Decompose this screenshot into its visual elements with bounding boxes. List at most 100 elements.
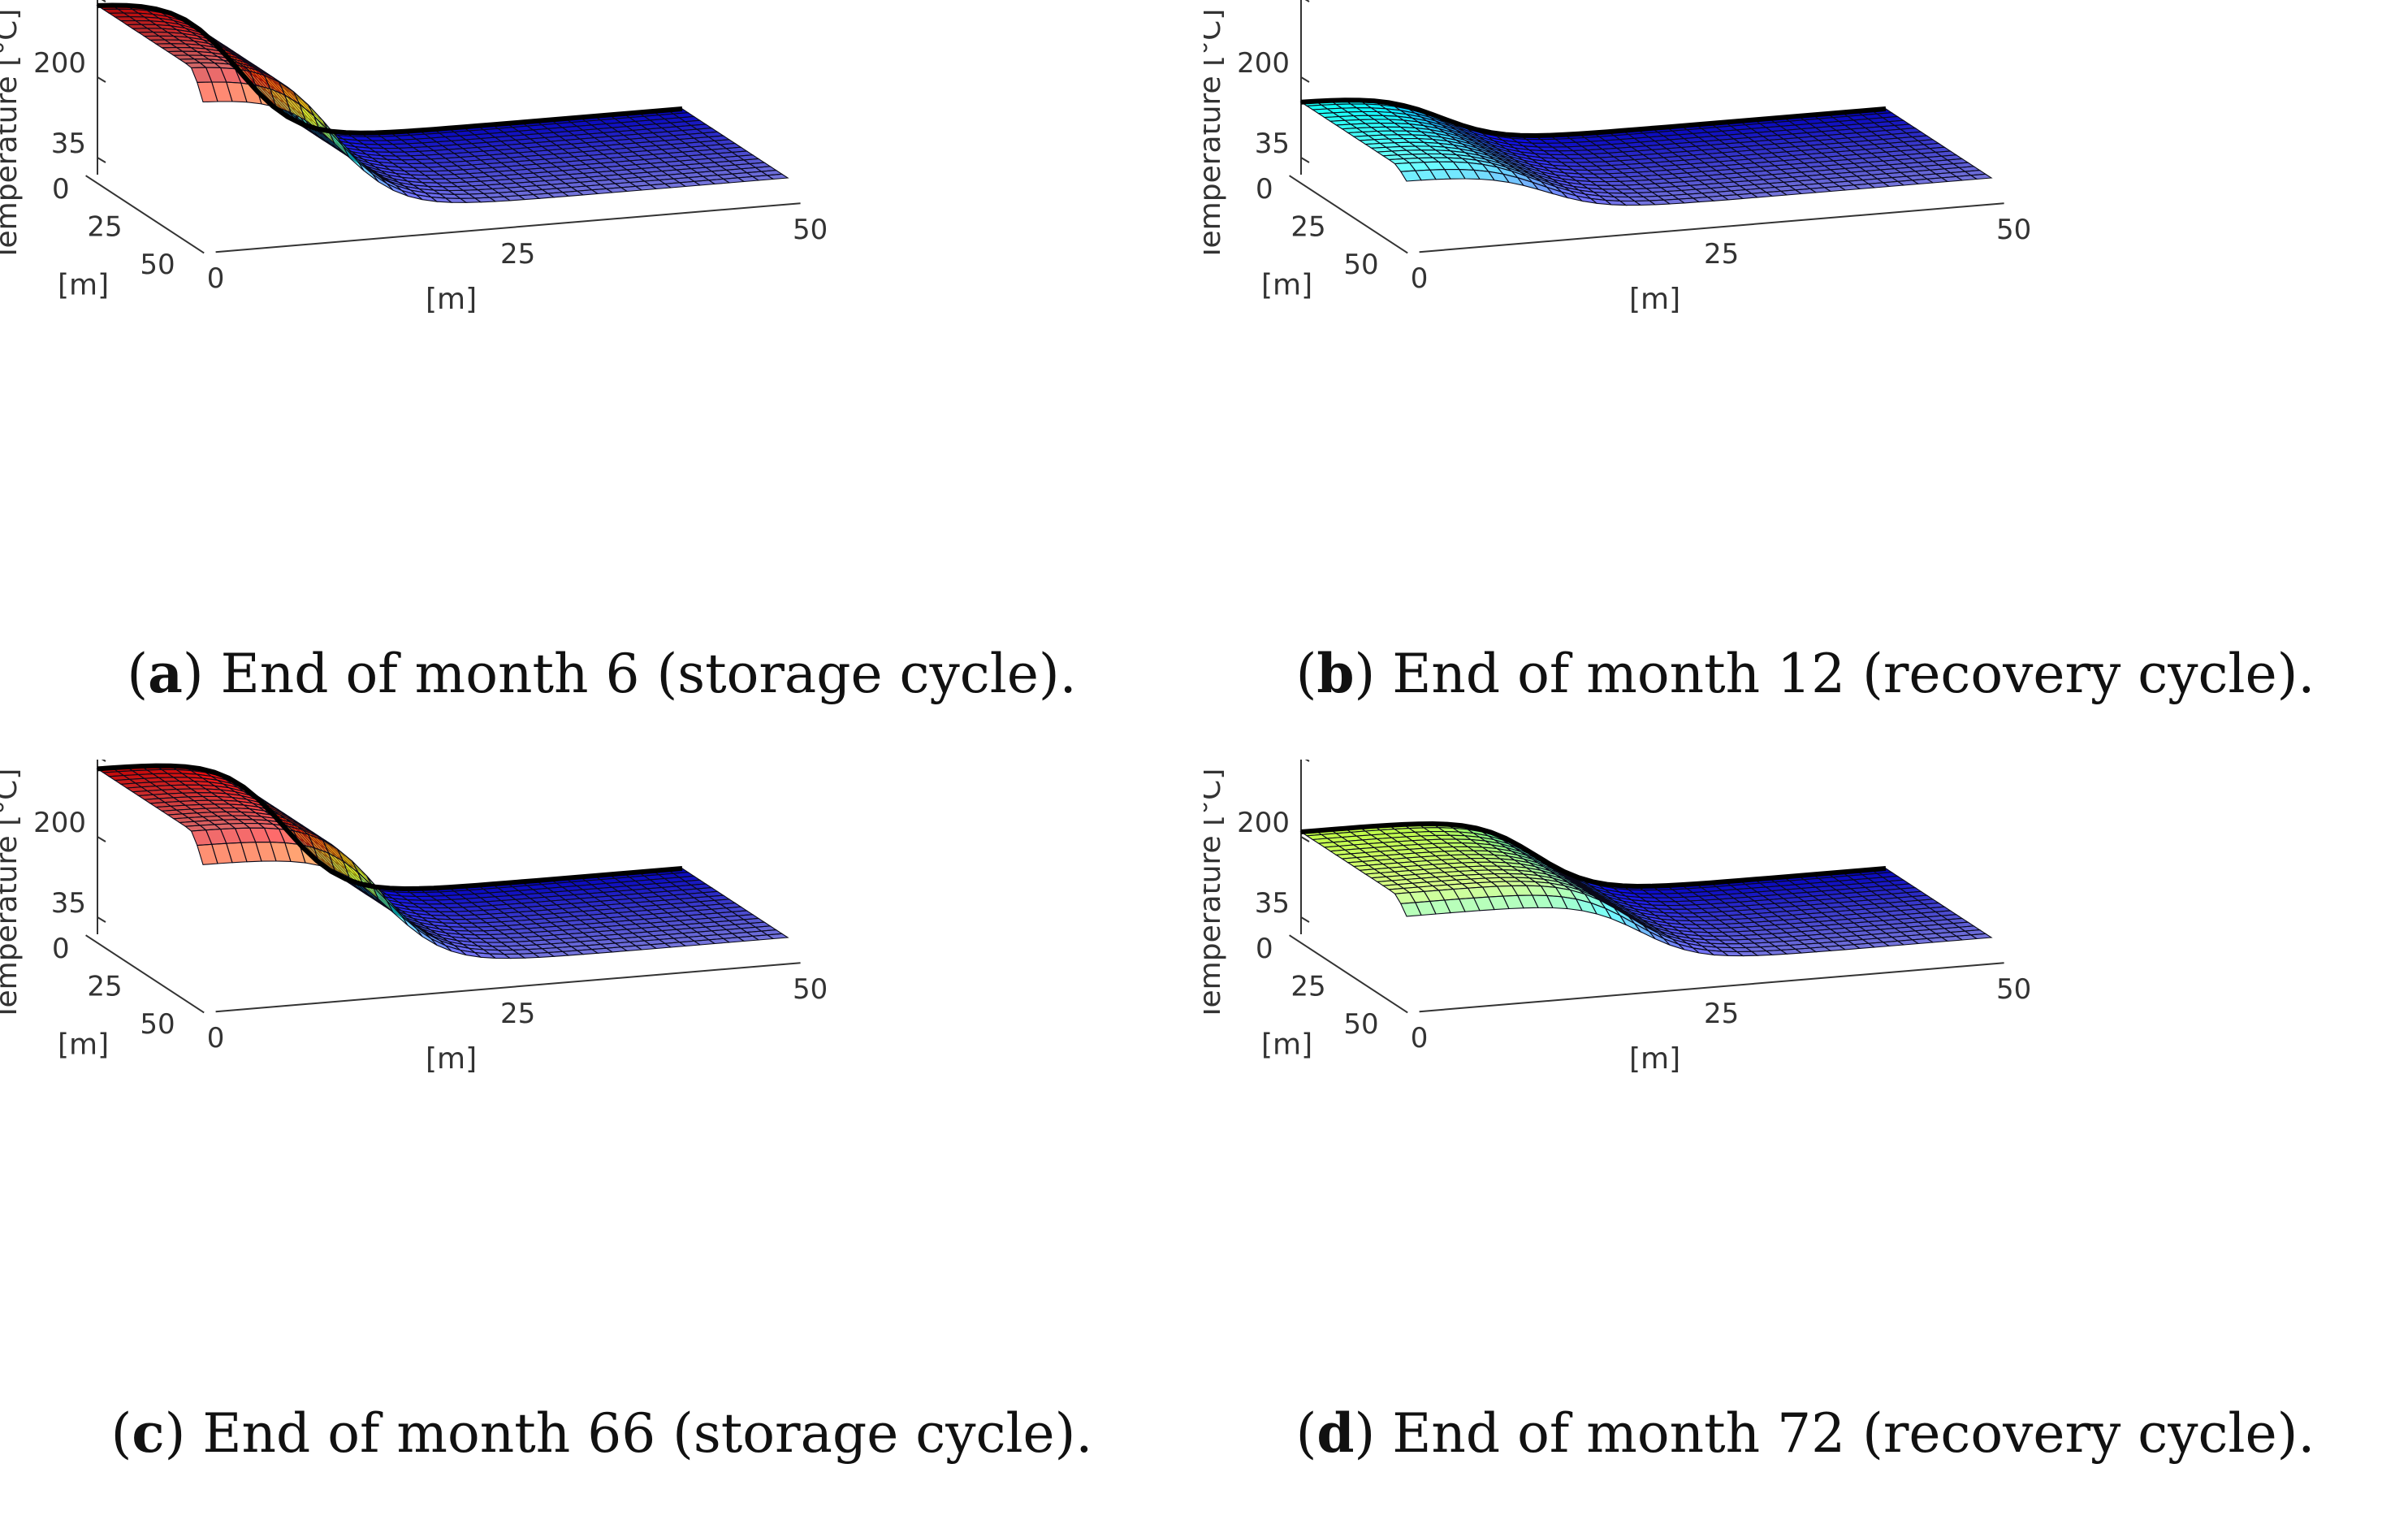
z-tick-mark: [1300, 836, 1310, 842]
z-tick-label: 200: [33, 47, 86, 80]
x-tick-label: 50: [793, 973, 828, 1006]
z-tick-label: 200: [33, 807, 86, 839]
surface-cell: [766, 173, 789, 180]
z-axis-label: Temperature [°C]: [1204, 9, 1227, 262]
surface-mesh: [1299, 97, 1993, 206]
surface-cell: [1969, 173, 1993, 180]
surface-mesh: [1299, 821, 1993, 957]
y-axis-line: [1289, 175, 1408, 254]
caption-text: End of month 6 (storage cycle).: [220, 643, 1077, 705]
caption-b: (b) End of month 12 (recovery cycle).: [1295, 642, 2315, 705]
y-axis-line: [1289, 934, 1408, 1014]
y-tick-label: 0: [1256, 173, 1273, 206]
surface-plot-d: 365200350255002550Temperature [°C][m][m]: [1204, 760, 2031, 1076]
z-tick-label: 200: [1237, 807, 1290, 839]
caption-letter: b: [1316, 642, 1355, 705]
y-tick-label: 25: [1290, 971, 1325, 1003]
z-tick-mark: [1300, 76, 1310, 83]
x-tick-label: 25: [1704, 238, 1739, 271]
y-axis-label: [m]: [1261, 269, 1312, 302]
surface-mesh: [96, 763, 789, 959]
surface-plot-c: 365200350255002550Temperature [°C][m][m]: [0, 760, 828, 1076]
y-tick-label: 50: [140, 1008, 175, 1041]
x-tick-label: 50: [793, 214, 828, 246]
x-tick-label: 25: [500, 238, 535, 271]
z-tick-label: 35: [51, 128, 86, 160]
y-tick-label: 25: [87, 211, 122, 244]
z-tick-label: 35: [1255, 887, 1290, 920]
y-tick-label: 0: [52, 933, 70, 965]
z-tick-mark: [97, 76, 106, 83]
axes: [1289, 0, 2004, 254]
x-axis-line: [1419, 962, 2004, 1013]
x-tick-label: 0: [1411, 262, 1429, 295]
caption-letter: d: [1316, 1401, 1355, 1465]
axes: [1289, 760, 2004, 1014]
y-axis-label: [m]: [1261, 1028, 1312, 1062]
surface-back-edge: [97, 763, 683, 892]
axes: [85, 0, 801, 254]
x-axis-label: [m]: [426, 1042, 477, 1076]
x-tick-label: 50: [1996, 214, 2031, 246]
surface-back-edge: [97, 2, 683, 136]
x-tick-label: 0: [207, 1022, 225, 1054]
surface-back-edge: [1300, 97, 1887, 139]
z-tick-mark: [97, 836, 106, 842]
z-tick-mark: [97, 916, 106, 923]
y-tick-label: 0: [52, 173, 70, 206]
z-tick-mark: [101, 0, 106, 2]
y-axis-line: [85, 934, 205, 1014]
y-axis-label: [m]: [58, 269, 109, 302]
y-axis-line: [85, 175, 205, 254]
panel-d: 365200350255002550Temperature [°C][m][m]…: [1204, 760, 2407, 1519]
caption-text: End of month 66 (storage cycle).: [202, 1402, 1093, 1465]
panel-c: 365200350255002550Temperature [°C][m][m]…: [0, 760, 1204, 1519]
y-axis-label: [m]: [58, 1028, 109, 1062]
surface-back-edge: [1300, 821, 1887, 890]
x-axis-line: [215, 202, 801, 253]
z-axis-label: Temperature [°C]: [0, 769, 24, 1022]
y-tick-label: 25: [87, 971, 122, 1003]
caption-letter: c: [132, 1401, 165, 1465]
x-tick-label: 25: [500, 998, 535, 1030]
z-axis-label: Temperature [°C]: [1204, 769, 1227, 1022]
caption-a: (a) End of month 6 (storage cycle).: [127, 642, 1077, 705]
x-tick-label: 50: [1996, 973, 2031, 1006]
z-tick-label: 200: [1237, 47, 1290, 80]
y-tick-label: 25: [1290, 211, 1325, 244]
z-tick-mark: [1300, 916, 1310, 923]
z-tick-label: 35: [51, 887, 86, 920]
x-axis-label: [m]: [426, 283, 477, 316]
x-axis-line: [215, 962, 801, 1013]
z-tick-mark: [97, 157, 106, 163]
x-axis-label: [m]: [1629, 283, 1680, 316]
x-tick-label: 0: [207, 262, 225, 295]
z-tick-mark: [101, 760, 106, 762]
y-tick-label: 0: [1256, 933, 1273, 965]
surface-plot-b: 365200350255002550Temperature [°C][m][m]: [1204, 0, 2031, 316]
z-axis-label: Temperature [°C]: [0, 9, 24, 262]
y-tick-label: 50: [1343, 1008, 1378, 1041]
z-tick-mark: [1304, 0, 1310, 2]
caption-letter: a: [148, 642, 183, 705]
surface-cell: [1969, 933, 1993, 940]
panel-b: 365200350255002550Temperature [°C][m][m]…: [1204, 0, 2407, 760]
surface-mesh: [96, 2, 789, 203]
surface-plot-a: 365200350255002550Temperature [°C][m][m]: [0, 0, 828, 316]
surface-cell: [766, 933, 789, 940]
z-tick-mark: [1304, 760, 1310, 762]
y-tick-label: 50: [140, 249, 175, 281]
x-tick-label: 25: [1704, 998, 1739, 1030]
panel-a: 365200350255002550Temperature [°C][m][m]…: [0, 0, 1204, 760]
axes: [85, 760, 801, 1014]
caption-c: (c) End of month 66 (storage cycle).: [110, 1401, 1093, 1465]
x-axis-label: [m]: [1629, 1042, 1680, 1076]
caption-text: End of month 12 (recovery cycle).: [1392, 643, 2315, 705]
x-axis-line: [1419, 202, 2004, 253]
x-tick-label: 0: [1411, 1022, 1429, 1054]
z-tick-label: 35: [1255, 128, 1290, 160]
caption-d: (d) End of month 72 (recovery cycle).: [1295, 1401, 2315, 1465]
z-tick-mark: [1300, 157, 1310, 163]
y-tick-label: 50: [1343, 249, 1378, 281]
caption-text: End of month 72 (recovery cycle).: [1392, 1402, 2315, 1465]
